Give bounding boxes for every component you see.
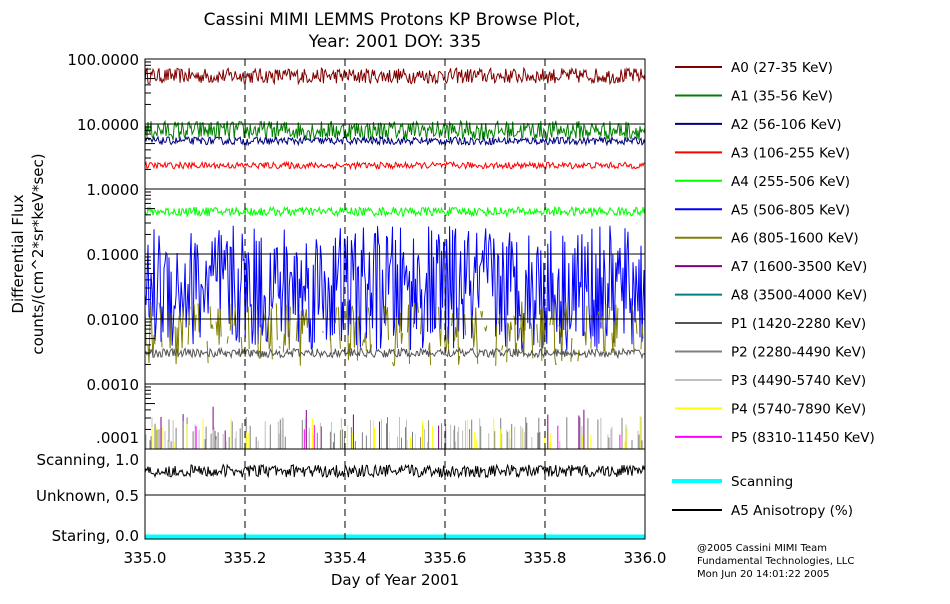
lower-tick-label: Scanning, 1.0	[36, 451, 139, 469]
lower-tick-label: Staring, 0.0	[52, 527, 139, 545]
x-tick-label: 335.0	[124, 549, 167, 567]
legend-label: P4 (5740-7890 KeV)	[731, 401, 866, 417]
series-line-12	[151, 416, 641, 449]
legend-label: A5 (506-805 KeV)	[731, 202, 850, 218]
chart-subtitle: Year: 2001 DOY: 335	[308, 32, 482, 52]
x-axis-label: Day of Year 2001	[331, 571, 459, 589]
legend-label: A8 (3500-4000 KeV)	[731, 288, 867, 304]
series-line-5	[144, 225, 646, 351]
x-tick-label: 335.6	[424, 549, 467, 567]
series-line-0	[144, 66, 646, 86]
y-tick-label: 0.0100	[87, 311, 140, 329]
legend-label: P3 (4490-5740 KeV)	[731, 373, 866, 389]
legend-label: A5 Anisotropy (%)	[731, 503, 853, 519]
y-tick-label: 0.0010	[87, 376, 140, 394]
series-line-10	[149, 417, 643, 449]
y-tick-label: .0001	[96, 429, 139, 447]
footer-line-2: Fundamental Technologies, LLC	[697, 556, 854, 567]
y-tick-label: 100.0000	[67, 51, 139, 69]
footer-line-3: Mon Jun 20 14:01:22 2005	[697, 569, 830, 580]
legend-label: P1 (1420-2280 KeV)	[731, 316, 866, 332]
legend-label: A2 (56-106 KeV)	[731, 117, 841, 133]
anisotropy-line	[144, 463, 646, 479]
legend-label: P2 (2280-4490 KeV)	[731, 345, 866, 361]
legend-label: A0 (27-35 KeV)	[731, 60, 833, 76]
legend-label: A7 (1600-3500 KeV)	[731, 259, 867, 275]
y-axis-label-2: counts/(cm^2*sr*keV*sec)	[29, 153, 47, 354]
chart-title: Cassini MIMI LEMMS Protons KP Browse Plo…	[204, 10, 581, 30]
series-line-4	[144, 205, 646, 218]
y-axis-label-1: Differential Flux	[9, 194, 27, 313]
lower-tick-label: Unknown, 0.5	[36, 487, 139, 505]
legend-label: Scanning	[731, 474, 793, 490]
y-tick-label: 10.0000	[77, 116, 139, 134]
x-tick-label: 336.0	[624, 549, 667, 567]
series-line-2	[144, 135, 646, 147]
x-tick-label: 335.8	[524, 549, 567, 567]
x-tick-label: 335.4	[324, 549, 367, 567]
legend-label: A6 (805-1600 KeV)	[731, 231, 859, 247]
series-line-9	[144, 346, 646, 360]
series-line-3	[144, 160, 646, 171]
x-tick-label: 335.2	[224, 549, 267, 567]
series-line-11	[145, 416, 642, 449]
lower-panel-frame	[144, 448, 646, 540]
footer-line-1: @2005 Cassini MIMI Team	[697, 543, 827, 554]
series-line-1	[144, 119, 646, 141]
legend-label: A4 (255-506 KeV)	[731, 174, 850, 190]
legend-label: A1 (35-56 KeV)	[731, 88, 833, 104]
legend-label: P5 (8310-11450 KeV)	[731, 430, 875, 446]
y-tick-label: 1.0000	[87, 181, 140, 199]
series-line-13	[195, 424, 621, 449]
y-tick-label: 0.1000	[87, 246, 140, 264]
legend-label: A3 (106-255 KeV)	[731, 145, 850, 161]
